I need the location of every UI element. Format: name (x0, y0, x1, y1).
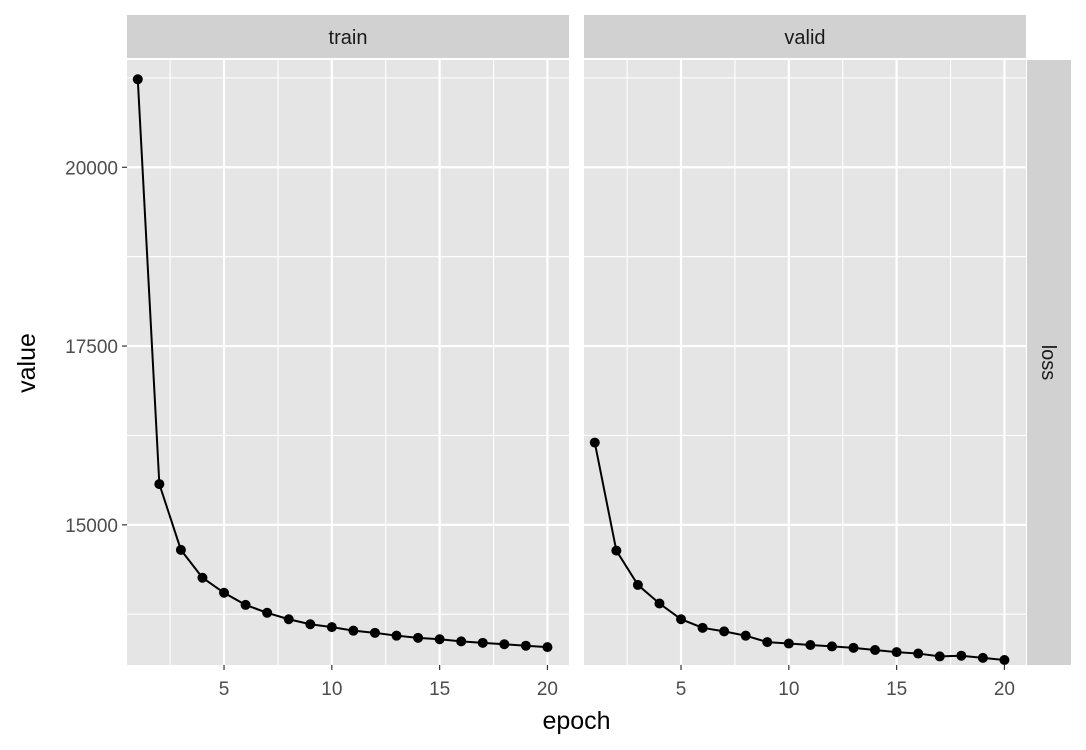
facet-strip-train (127, 15, 569, 58)
facet-row-strip (1027, 60, 1071, 665)
data-point-valid (999, 654, 1010, 665)
data-point-valid (891, 647, 902, 658)
y-tick-label: 20000 (65, 158, 118, 179)
panel-background-train (127, 60, 569, 665)
x-tick-label: 20 (537, 679, 558, 700)
panel-background-valid (584, 60, 1026, 665)
data-point-valid (870, 644, 881, 655)
data-point-train (219, 587, 230, 598)
data-point-valid (676, 614, 687, 625)
x-tick-label: 15 (886, 679, 907, 700)
facet-strip-label-valid: valid (784, 27, 825, 49)
data-point-train (456, 636, 467, 647)
data-point-train (197, 572, 208, 583)
y-tick-label: 15000 (65, 516, 118, 537)
data-point-valid (805, 639, 816, 650)
data-point-train (499, 639, 510, 650)
data-point-train (413, 632, 424, 643)
x-tick-label: 5 (676, 679, 687, 700)
y-tick-label: 17500 (65, 337, 118, 358)
data-point-valid (783, 638, 794, 649)
data-point-train (348, 625, 359, 636)
data-point-train (326, 622, 337, 633)
data-point-valid (826, 641, 837, 652)
data-point-train (154, 479, 165, 490)
x-tick-label: 20 (994, 679, 1015, 700)
y-axis-title: value (13, 333, 41, 393)
data-point-train (240, 599, 251, 610)
data-point-valid (848, 642, 859, 653)
data-point-valid (740, 630, 751, 641)
x-tick-label: 15 (429, 679, 450, 700)
x-tick-label: 5 (219, 679, 230, 700)
data-point-train (434, 634, 445, 645)
data-point-train (391, 630, 402, 641)
x-tick-label: 10 (321, 679, 342, 700)
data-point-valid (632, 579, 643, 590)
data-point-train (262, 607, 273, 618)
data-point-train (283, 614, 294, 625)
data-point-train (369, 627, 380, 638)
data-point-valid (611, 545, 622, 556)
data-point-valid (654, 598, 665, 609)
x-tick-label: 10 (778, 679, 799, 700)
data-point-valid (762, 637, 773, 648)
facet-strip-label-train: train (329, 27, 368, 49)
data-point-train (477, 637, 488, 648)
data-point-valid (719, 626, 730, 637)
facet-row-strip-label: loss (1037, 345, 1059, 381)
x-axis-title: epoch (542, 707, 610, 735)
data-point-train (305, 619, 316, 630)
data-point-valid (697, 622, 708, 633)
facet-strip-valid (584, 15, 1026, 58)
data-point-train (132, 74, 143, 85)
data-point-valid (589, 437, 600, 448)
data-point-valid (934, 651, 945, 662)
data-point-valid (977, 652, 988, 663)
data-point-train (175, 544, 186, 555)
data-point-train (542, 642, 553, 653)
data-point-valid (913, 648, 924, 659)
data-point-train (520, 640, 531, 651)
data-point-valid (956, 650, 967, 661)
